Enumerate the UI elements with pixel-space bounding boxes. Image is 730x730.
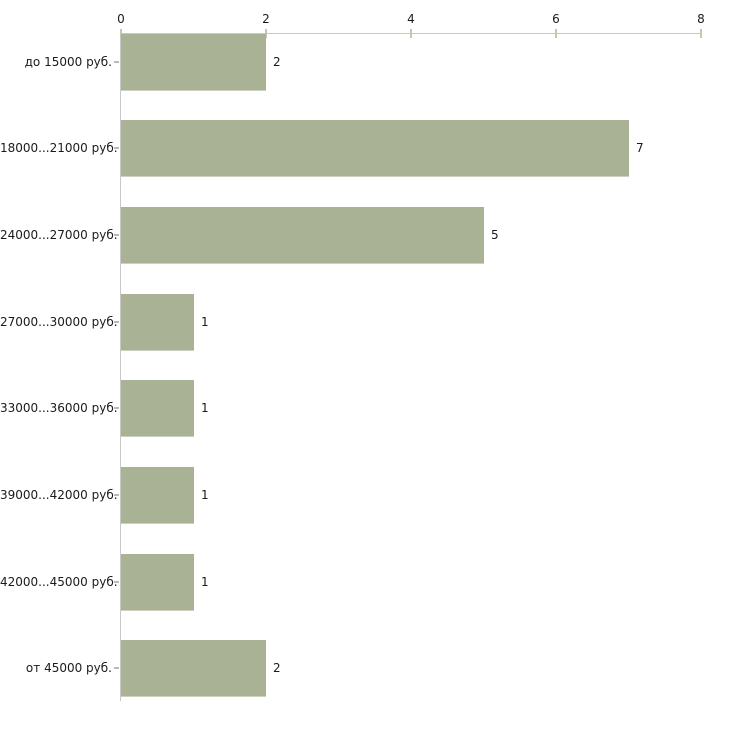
- bar-2: [121, 207, 484, 264]
- x-tick-mark: [120, 29, 122, 38]
- category-tick-mark: [114, 494, 119, 496]
- category-label: 27000...30000 руб.: [0, 315, 118, 329]
- x-tick-mark: [265, 29, 267, 38]
- value-label: 2: [273, 661, 281, 675]
- bar-0: [121, 34, 266, 91]
- category-tick-mark: [114, 234, 119, 236]
- value-label: 1: [201, 401, 209, 415]
- x-tick-label: 4: [407, 12, 415, 26]
- category-tick-mark: [114, 147, 119, 149]
- category-label: 18000...21000 руб.: [0, 141, 118, 155]
- value-label: 1: [201, 315, 209, 329]
- category-tick-mark: [114, 61, 119, 63]
- bar-7: [121, 640, 266, 697]
- bar-4: [121, 380, 194, 437]
- category-tick-mark: [114, 581, 119, 583]
- y-axis-line: [120, 33, 121, 701]
- x-tick-mark: [410, 29, 412, 38]
- category-label: от 45000 руб.: [25, 661, 112, 675]
- category-label: 33000...36000 руб.: [0, 401, 118, 415]
- value-label: 1: [201, 575, 209, 589]
- x-tick-mark: [555, 29, 557, 38]
- category-label: 39000...42000 руб.: [0, 488, 118, 502]
- value-label: 7: [636, 141, 644, 155]
- x-tick-label: 0: [117, 12, 125, 26]
- category-label: 24000...27000 руб.: [0, 228, 118, 242]
- x-tick-mark: [700, 29, 702, 38]
- category-tick-mark: [114, 407, 119, 409]
- x-tick-label: 2: [262, 12, 270, 26]
- x-tick-label: 6: [552, 12, 560, 26]
- value-label: 2: [273, 55, 281, 69]
- value-label: 5: [491, 228, 499, 242]
- bar-5: [121, 467, 194, 524]
- bar-1: [121, 120, 629, 177]
- bar-3: [121, 294, 194, 351]
- category-label: 42000...45000 руб.: [0, 575, 118, 589]
- x-tick-label: 8: [697, 12, 705, 26]
- value-label: 1: [201, 488, 209, 502]
- category-tick-mark: [114, 667, 119, 669]
- category-tick-mark: [114, 321, 119, 323]
- category-label: до 15000 руб.: [24, 55, 112, 69]
- bar-6: [121, 554, 194, 611]
